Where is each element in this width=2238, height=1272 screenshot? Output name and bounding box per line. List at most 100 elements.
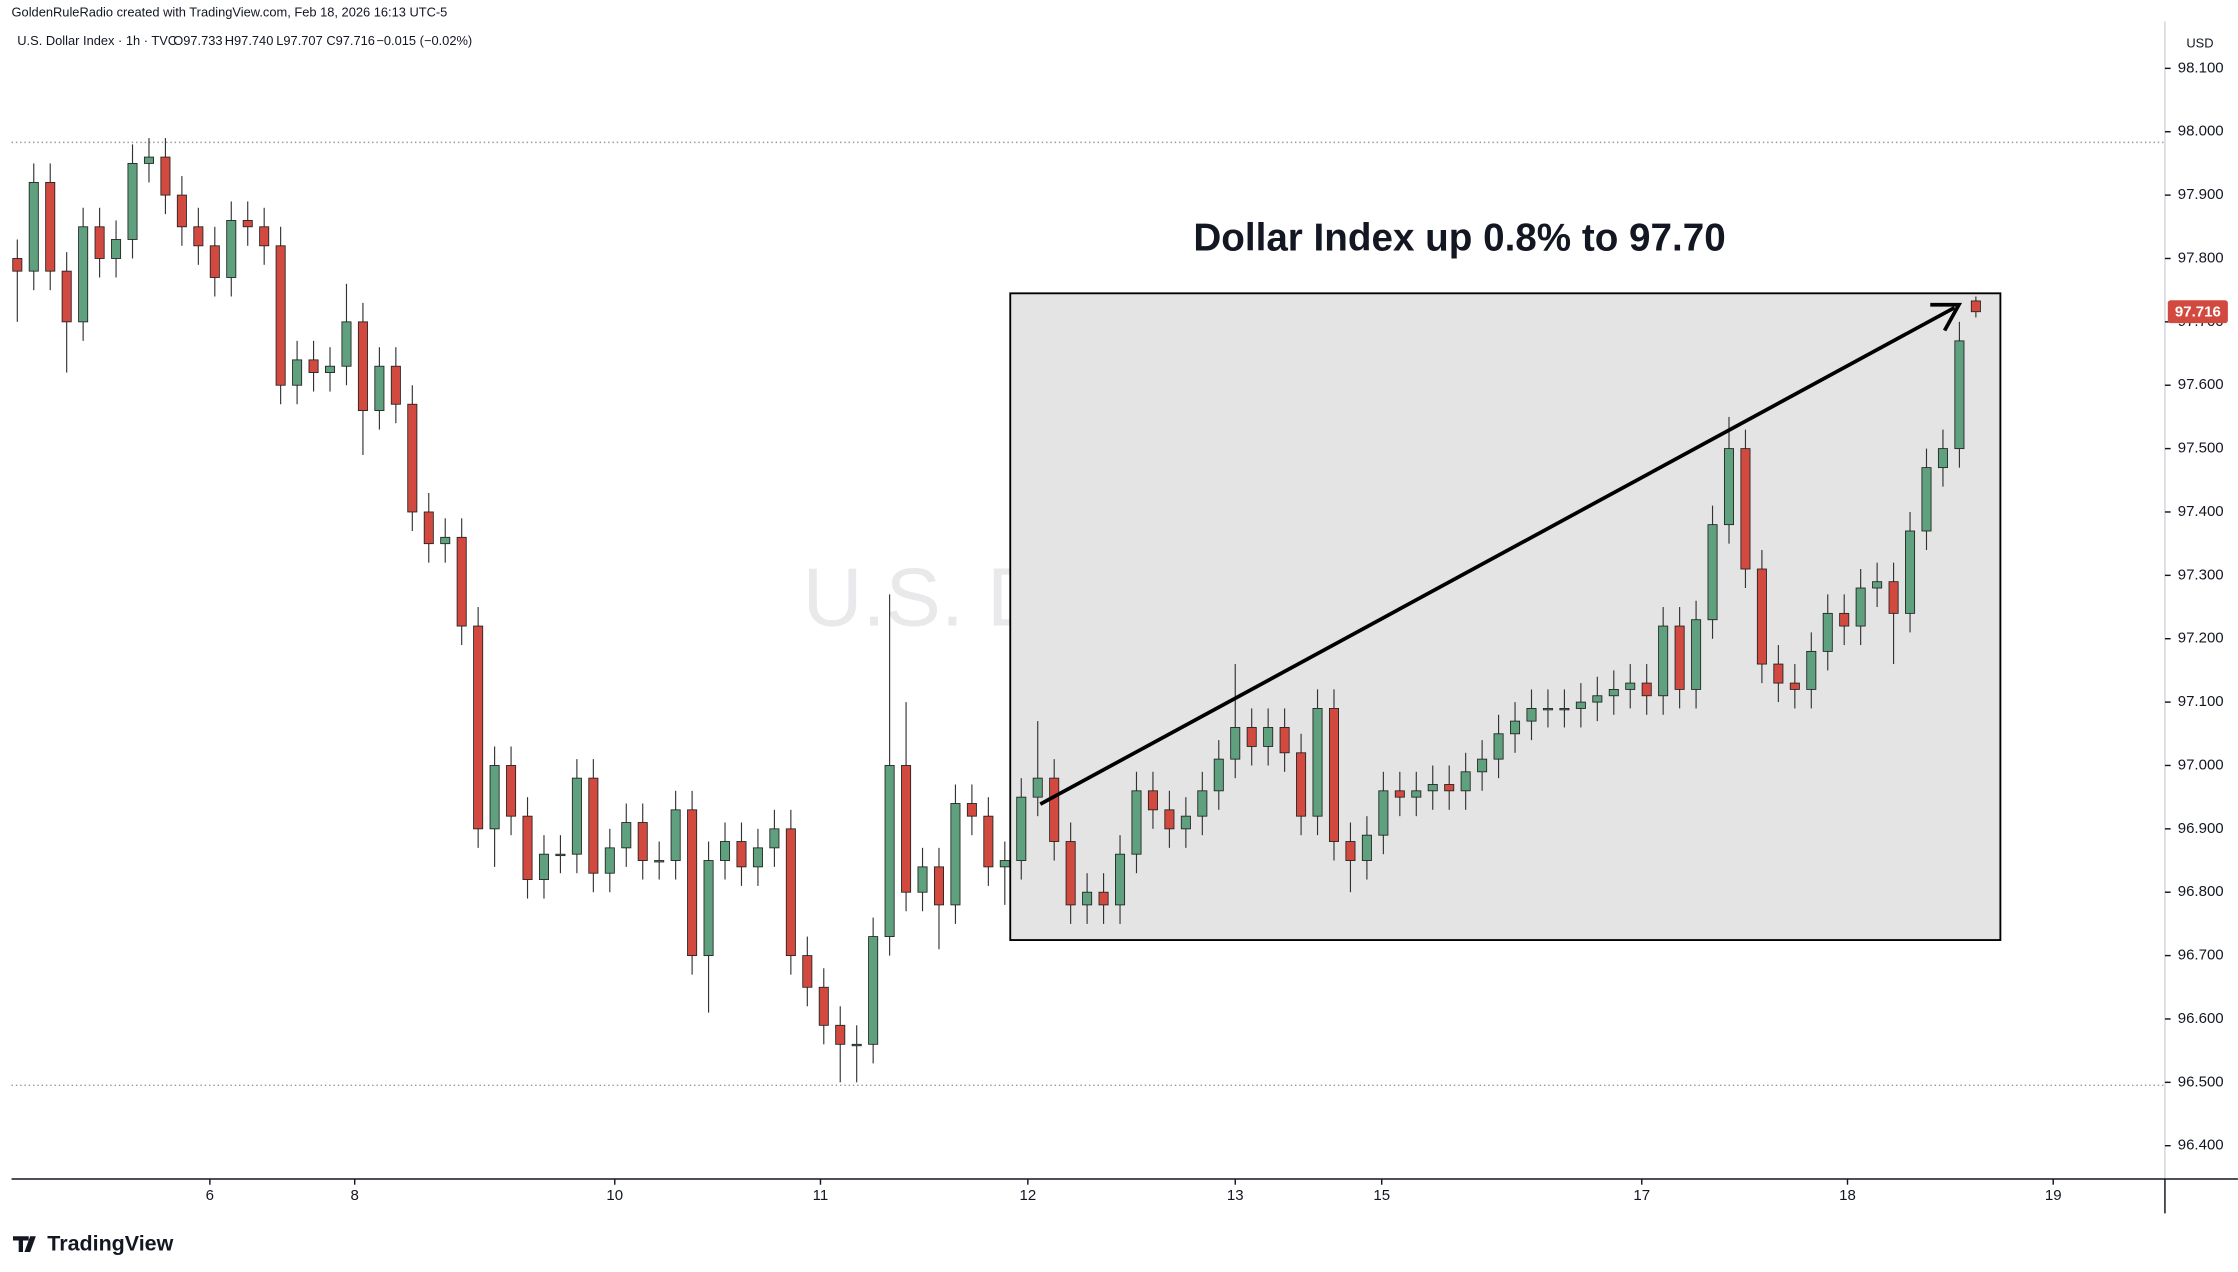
candle-body [1510, 720, 1521, 735]
candle-body [983, 815, 994, 868]
candle-body [209, 245, 220, 278]
candle-body [176, 194, 187, 228]
candle-body [390, 365, 401, 405]
brand-logo [12, 1236, 36, 1252]
candle-body [1970, 300, 1981, 313]
candle-body [901, 765, 912, 893]
candle-body [143, 156, 154, 164]
candle-body [1279, 727, 1290, 754]
candle-body [1296, 752, 1307, 817]
y-tick-label: 97.900 [2178, 186, 2224, 203]
last-price-label: 97.716 [2175, 303, 2221, 320]
candle-body [604, 847, 615, 874]
candle-body [259, 226, 270, 247]
y-tick-label: 96.700 [2178, 947, 2224, 964]
y-tick-label: 97.300 [2178, 566, 2224, 583]
candle-body [506, 765, 517, 817]
candle-body [1839, 612, 1850, 627]
candle-body [917, 866, 928, 893]
candle-body [1789, 682, 1800, 690]
y-tick-label: 96.400 [2178, 1137, 2224, 1154]
candle-body [1411, 790, 1422, 798]
y-tick-label: 96.600 [2178, 1010, 2224, 1027]
candle-body [1345, 841, 1356, 861]
candle-body [802, 955, 813, 988]
x-tick-label: 15 [1373, 1187, 1390, 1204]
candle-body [489, 765, 500, 830]
candle-body [1954, 340, 1965, 450]
y-tick-label: 97.500 [2178, 440, 2224, 457]
candle-body [1361, 834, 1372, 861]
x-tick-label: 18 [1839, 1187, 1856, 1204]
candle-body [1213, 758, 1224, 792]
candle-body [670, 809, 681, 861]
candle-body [127, 162, 138, 240]
candle-body [1180, 815, 1191, 830]
candle-body [1592, 695, 1603, 703]
candle-body [473, 625, 484, 830]
candle-body [374, 365, 385, 412]
candle-body [538, 853, 549, 880]
candle-body [1921, 467, 1932, 532]
candle-body [1016, 796, 1027, 861]
candle-body [1559, 708, 1570, 711]
candle-body [357, 321, 368, 412]
legend-high: H97.740 [225, 33, 274, 48]
x-tick-label: 12 [1020, 1187, 1037, 1204]
y-tick-label: 97.600 [2178, 376, 2224, 393]
candle-body [720, 841, 731, 861]
annotation: Dollar Index up 0.8% to 97.70 [1193, 217, 1725, 260]
candle-body [1098, 891, 1109, 906]
candle-body [1444, 784, 1455, 792]
candle-body [440, 536, 451, 545]
candle-body [1773, 663, 1784, 684]
candle-body [1394, 790, 1405, 798]
candle-body [752, 847, 763, 868]
y-tick-label: 98.000 [2178, 123, 2224, 140]
candle-body [407, 403, 418, 513]
legend-open: O97.733 [173, 33, 222, 48]
y-tick-label: 97.800 [2178, 249, 2224, 266]
candle-body [1641, 682, 1652, 697]
candle-body [884, 765, 895, 938]
candle-body [966, 803, 977, 817]
candle-body [1888, 581, 1899, 614]
trend-arrow [1039, 305, 1956, 806]
candle-body [111, 239, 122, 259]
x-tick-label: 11 [813, 1187, 829, 1204]
candle-body [835, 1024, 846, 1045]
legend-close: C97.716 [326, 33, 375, 48]
x-tick-label: 8 [351, 1187, 359, 1204]
y-tick-label: 97.100 [2178, 693, 2224, 710]
candle-body [1065, 841, 1076, 906]
candle-body [1806, 650, 1817, 690]
candle-body [341, 321, 352, 367]
candle-body [1147, 790, 1158, 811]
candle-body [1937, 448, 1948, 469]
candle-body [703, 860, 714, 957]
candle-body [1312, 708, 1323, 817]
candle-body [687, 809, 698, 957]
legend-change: −0.015 (−0.02%) [376, 33, 472, 48]
candle-body [456, 536, 467, 627]
candle-body [45, 182, 56, 272]
legend-low: L97.707 [276, 33, 322, 48]
candle-body [160, 156, 171, 196]
candle-body [1723, 448, 1735, 526]
candle-body [1822, 612, 1833, 652]
highlight-box [1009, 292, 2002, 941]
candle-body [736, 841, 747, 868]
candle-body [1246, 727, 1257, 747]
candle-body [1131, 790, 1142, 855]
candle-body [1756, 568, 1767, 665]
last-price-tag [2167, 300, 2228, 324]
candle-body [522, 815, 533, 880]
candle-body [571, 777, 582, 855]
candle-body [78, 226, 89, 323]
candle-body [1082, 891, 1093, 906]
candle-body [933, 866, 944, 906]
y-tick-label: 96.500 [2178, 1073, 2224, 1090]
candle-body [588, 777, 599, 874]
